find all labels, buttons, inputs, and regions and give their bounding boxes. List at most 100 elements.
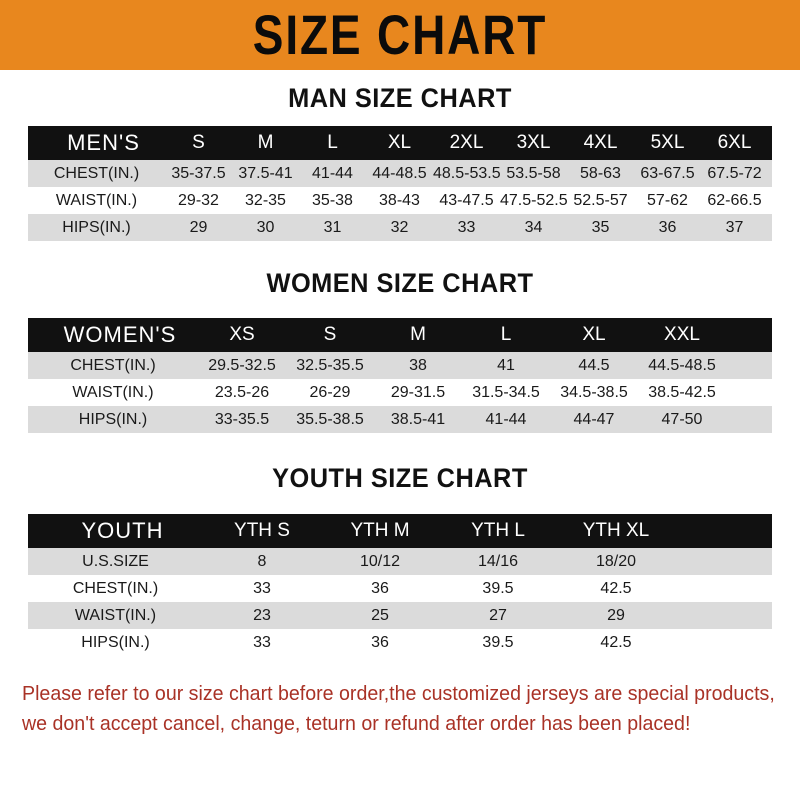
men-cell: 53.5-58: [506, 164, 561, 182]
women-cell: 32.5-35.5: [296, 356, 364, 374]
youth-cell-filler: [675, 602, 772, 629]
youth-size-header-yth-l: YTH L: [471, 520, 525, 541]
youth-cell: 33: [253, 579, 271, 597]
women-size-header-xl: XL: [582, 324, 606, 345]
men-cell: 41-44: [312, 164, 353, 182]
order-policy-note-line-1: Please refer to our size chart before or…: [22, 683, 775, 705]
men-table-wrap: MEN'S S M L XL 2XL 3XL 4XL 5XL 6XL CHEST(IN.) 35-37…: [28, 126, 772, 241]
men-cell: 62-66.5: [707, 191, 762, 209]
youth-cell: 14/16: [477, 552, 519, 570]
men-section-title: MAN SIZE CHART: [288, 83, 512, 113]
youth-cell: 18/20: [595, 552, 637, 570]
women-size-header-xs: XS: [229, 324, 255, 345]
table-row: HIPS(IN.) 33-35.5 35.5-38.5 38.5-41 41-44 44-…: [28, 406, 772, 433]
youth-cell: 39.5: [482, 633, 514, 651]
women-table-wrap: WOMEN'S XS S M L XL XXL CHEST(IN.) 29.5-32.5 32.5…: [28, 318, 772, 433]
men-cell: 58-63: [580, 164, 621, 182]
youth-cell: 27: [489, 606, 507, 624]
youth-cell: 8: [257, 552, 267, 570]
men-cell-filler: [768, 160, 772, 187]
youth-cell: 10/12: [359, 552, 401, 570]
youth-size-header-yth-s: YTH S: [234, 520, 290, 541]
youth-cell: 42.5: [600, 579, 632, 597]
men-size-header-s: S: [192, 132, 205, 153]
women-cell: 41-44: [485, 410, 527, 428]
table-row: U.S.SIZE 8 10/12 14/16 18/20: [28, 548, 772, 575]
women-cell: 29.5-32.5: [208, 356, 276, 374]
men-cell: 43-47.5: [439, 191, 494, 209]
women-cell-filler: [726, 352, 772, 379]
men-cell: 29-32: [178, 191, 219, 209]
men-size-header-xl: XL: [387, 132, 412, 153]
men-cell: 67.5-72: [707, 164, 762, 182]
table-row: CHEST(IN.) 33 36 39.5 42.5: [28, 575, 772, 602]
table-row: HIPS(IN.) 29 30 31 32 33 34 35 36 37: [28, 214, 772, 241]
men-size-header-m: M: [257, 132, 274, 153]
women-header-row: WOMEN'S XS S M L XL XXL: [28, 318, 772, 352]
men-size-header-l: L: [327, 132, 338, 153]
women-size-header-s: S: [323, 324, 337, 345]
youth-cell-filler: [675, 629, 772, 656]
women-cell: 38.5-42.5: [648, 383, 716, 401]
youth-cell: 42.5: [600, 633, 632, 651]
men-cell: 44-48.5: [372, 164, 427, 182]
men-cell: 63-67.5: [640, 164, 695, 182]
page-title: SIZE CHART: [252, 3, 548, 67]
table-row: CHEST(IN.) 35-37.5 37.5-41 41-44 44-48.5 48.5…: [28, 160, 772, 187]
women-row-label: WAIST(IN.): [72, 383, 154, 401]
youth-table-body: YOUTH YTH S YTH M YTH L YTH XL U.S.SIZE 8 10/12…: [28, 514, 772, 656]
women-cell: 23.5-26: [214, 383, 270, 401]
men-size-header-2xl: 2XL: [449, 132, 484, 153]
women-cell: 31.5-34.5: [472, 383, 540, 401]
women-cell: 26-29: [309, 383, 351, 401]
youth-size-header-yth-m: YTH M: [350, 520, 410, 541]
men-cell: 29: [189, 218, 208, 236]
men-size-header-5xl: 5XL: [650, 132, 685, 153]
youth-cell-filler: [675, 548, 772, 575]
men-cell: 52.5-57: [573, 191, 628, 209]
women-cell-filler: [726, 406, 772, 433]
men-cell: 32: [390, 218, 409, 236]
women-size-table: WOMEN'S XS S M L XL XXL CHEST(IN.) 29.5-32.5 32.5…: [28, 318, 772, 433]
women-size-header-m: M: [410, 324, 426, 345]
youth-header-row: YOUTH YTH S YTH M YTH L YTH XL: [28, 514, 772, 548]
youth-header-filler: [675, 514, 772, 548]
youth-section-title: YOUTH SIZE CHART: [272, 463, 528, 493]
women-cell: 44.5-48.5: [648, 356, 716, 374]
men-cell-filler: [768, 187, 772, 214]
women-cell: 38.5-41: [390, 410, 446, 428]
men-row-label: WAIST(IN.): [55, 191, 138, 209]
men-header-corner-label: MEN'S: [67, 130, 140, 155]
table-row: CHEST(IN.) 29.5-32.5 32.5-35.5 38 41 44.5 44.5…: [28, 352, 772, 379]
men-cell: 47.5-52.5: [500, 191, 568, 209]
table-row: WAIST(IN.) 23 25 27 29: [28, 602, 772, 629]
table-row: WAIST(IN.) 23.5-26 26-29 29-31.5 31.5-34.5 34…: [28, 379, 772, 406]
women-header-corner-label: WOMEN'S: [63, 322, 177, 347]
men-size-table: MEN'S S M L XL 2XL 3XL 4XL 5XL 6XL CHEST(IN.) 35-37…: [28, 126, 772, 241]
women-table-body: WOMEN'S XS S M L XL XXL CHEST(IN.) 29.5-32.5 32.5…: [28, 318, 772, 433]
youth-cell-filler: [675, 575, 772, 602]
youth-cell: 36: [371, 633, 389, 651]
men-cell: 37.5-41: [238, 164, 293, 182]
youth-cell: 33: [253, 633, 271, 651]
men-cell: 37: [725, 218, 744, 236]
women-cell: 34.5-38.5: [560, 383, 628, 401]
men-cell: 36: [658, 218, 677, 236]
youth-row-label: CHEST(IN.): [72, 579, 159, 597]
women-cell: 44.5: [578, 356, 610, 374]
page-banner: SIZE CHART: [0, 0, 800, 70]
youth-size-header-yth-xl: YTH XL: [582, 520, 650, 541]
women-size-header-xxl: XXL: [664, 324, 700, 345]
youth-cell: 25: [371, 606, 389, 624]
youth-row-label: HIPS(IN.): [81, 633, 150, 651]
men-size-header-4xl: 4XL: [583, 132, 618, 153]
men-size-header-6xl: 6XL: [717, 132, 752, 153]
men-header-filler: [768, 126, 772, 160]
men-cell-filler: [768, 214, 772, 241]
women-row-label: HIPS(IN.): [78, 410, 148, 428]
youth-cell: 39.5: [482, 579, 514, 597]
men-cell: 35-38: [312, 191, 353, 209]
women-cell: 44-47: [573, 410, 615, 428]
youth-row-label: U.S.SIZE: [82, 552, 149, 570]
